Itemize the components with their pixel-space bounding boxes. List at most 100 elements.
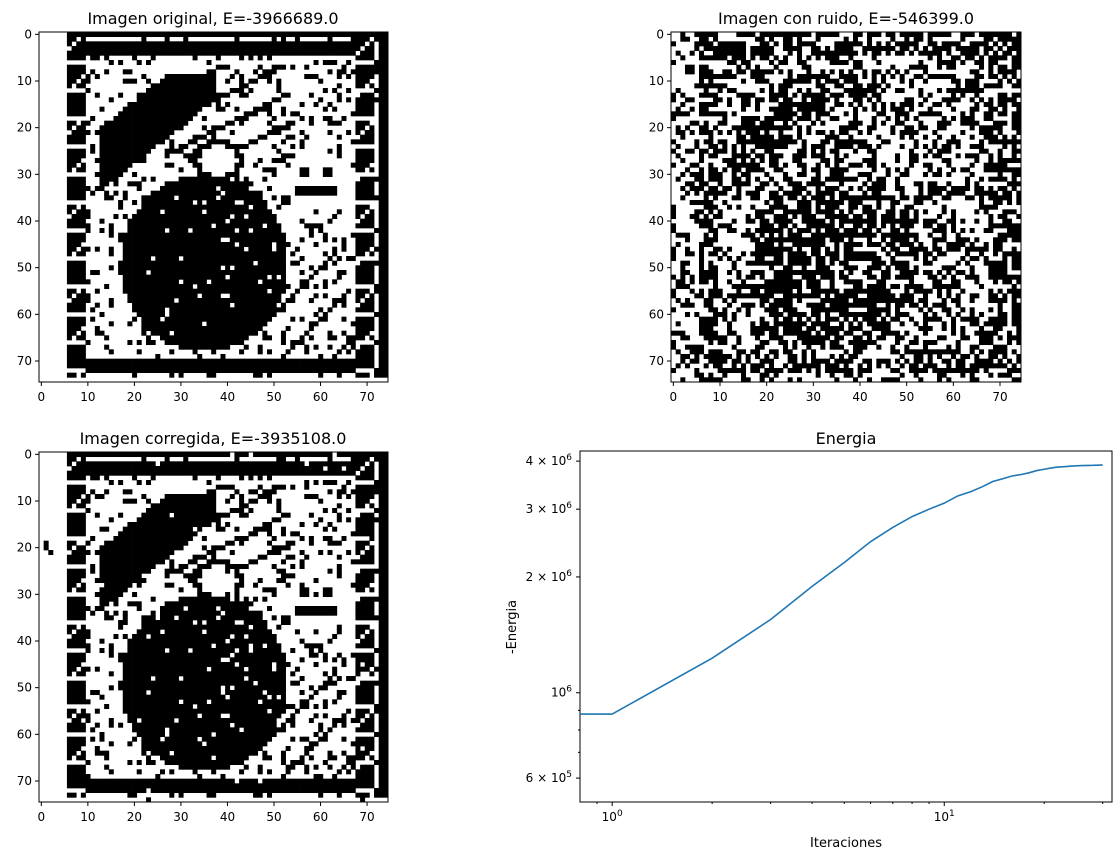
heatmap-cell	[378, 134, 384, 140]
heatmap-cell	[839, 181, 845, 187]
heatmap-cell	[150, 102, 156, 108]
heatmap-cell	[680, 130, 686, 136]
heatmap-cell	[294, 186, 300, 192]
heatmap-cell	[80, 195, 86, 201]
heatmap-cell	[66, 279, 72, 285]
heatmap-cell	[220, 200, 226, 206]
heatmap-cell	[257, 288, 263, 294]
heatmap-cell	[834, 97, 840, 103]
heatmap-cell	[146, 274, 152, 280]
heatmap-cell	[713, 279, 719, 285]
heatmap-cell	[759, 153, 765, 159]
heatmap-cell	[983, 83, 989, 89]
heatmap-cell	[1011, 186, 1017, 192]
heatmap-cell	[192, 288, 198, 294]
heatmap-cell	[80, 181, 86, 187]
heatmap-cell	[857, 130, 863, 136]
heatmap-cell	[243, 363, 249, 369]
heatmap-cell	[801, 228, 807, 234]
heatmap-cell	[215, 46, 221, 52]
heatmap-cell	[839, 130, 845, 136]
heatmap-cell	[290, 32, 296, 38]
heatmap-cell	[1002, 134, 1008, 140]
heatmap-cell	[867, 237, 873, 243]
heatmap-cell	[206, 209, 212, 215]
heatmap-cell	[871, 167, 877, 173]
heatmap-cell	[122, 242, 128, 248]
heatmap-cell	[350, 358, 356, 364]
heatmap-cell	[164, 284, 170, 290]
heatmap-cell	[675, 130, 681, 136]
heatmap-cell	[173, 270, 179, 276]
heatmap-cell	[890, 218, 896, 224]
heatmap-cell	[881, 237, 887, 243]
heatmap-cell	[178, 41, 184, 47]
heatmap-cell	[843, 74, 849, 80]
heatmap-cell	[197, 153, 203, 159]
heatmap-cell	[146, 195, 152, 201]
heatmap-cell	[262, 307, 268, 313]
heatmap-cell	[895, 200, 901, 206]
heatmap-cell	[778, 246, 784, 252]
heatmap-cell	[717, 172, 723, 178]
heatmap-cell	[220, 246, 226, 252]
heatmap-cell	[290, 144, 296, 150]
heatmap-cell	[988, 111, 994, 117]
heatmap-cell	[71, 223, 77, 229]
heatmap-cell	[741, 32, 747, 38]
heatmap-cell	[169, 228, 175, 234]
heatmap-cell	[750, 167, 756, 173]
heatmap-cell	[960, 46, 966, 52]
heatmap-cell	[197, 41, 203, 47]
heatmap-cell	[76, 55, 82, 61]
heatmap-cell	[769, 232, 775, 238]
heatmap-cell	[773, 214, 779, 220]
heatmap-cell	[811, 214, 817, 220]
heatmap-cell	[178, 214, 184, 220]
heatmap-cell	[94, 172, 100, 178]
heatmap-cell	[909, 242, 915, 248]
heatmap-cell	[225, 256, 231, 262]
heatmap-cell	[183, 368, 189, 374]
heatmap-cell	[988, 228, 994, 234]
heatmap-cell	[155, 358, 161, 364]
heatmap-cell	[220, 232, 226, 238]
heatmap-cell	[671, 162, 677, 168]
heatmap-cell	[253, 69, 259, 75]
heatmap-cell	[773, 106, 779, 112]
heatmap-cell	[708, 69, 714, 75]
heatmap-cell	[369, 41, 375, 47]
heatmap-cell	[285, 125, 291, 131]
heatmap-cell	[913, 130, 919, 136]
heatmap-cell	[1016, 55, 1022, 61]
heatmap-cell	[699, 32, 705, 38]
heatmap-cell	[150, 106, 156, 112]
heatmap-cell	[923, 144, 929, 150]
heatmap-cell	[285, 200, 291, 206]
heatmap-cell	[332, 298, 338, 304]
heatmap-cell	[327, 41, 333, 47]
heatmap-cell	[243, 223, 249, 229]
heatmap-cell	[122, 284, 128, 290]
heatmap-cell	[699, 69, 705, 75]
heatmap-cell	[769, 83, 775, 89]
heatmap-cell	[192, 237, 198, 243]
heatmap-cell	[853, 228, 859, 234]
heatmap-cell	[909, 148, 915, 154]
heatmap-cell	[997, 214, 1003, 220]
heatmap-cell	[820, 190, 826, 196]
heatmap-cell	[201, 186, 207, 192]
heatmap-cell	[378, 344, 384, 350]
heatmap-cell	[225, 204, 231, 210]
heatmap-cell	[741, 232, 747, 238]
heatmap-cell	[85, 340, 91, 346]
heatmap-cell	[169, 316, 175, 322]
heatmap-cell	[1016, 46, 1022, 52]
heatmap-cell	[825, 46, 831, 52]
heatmap-cell	[778, 214, 784, 220]
heatmap-cell	[164, 181, 170, 187]
heatmap-cell	[369, 125, 375, 131]
heatmap-cell	[336, 153, 342, 159]
heatmap-cell	[248, 316, 254, 322]
heatmap-cell	[169, 181, 175, 187]
